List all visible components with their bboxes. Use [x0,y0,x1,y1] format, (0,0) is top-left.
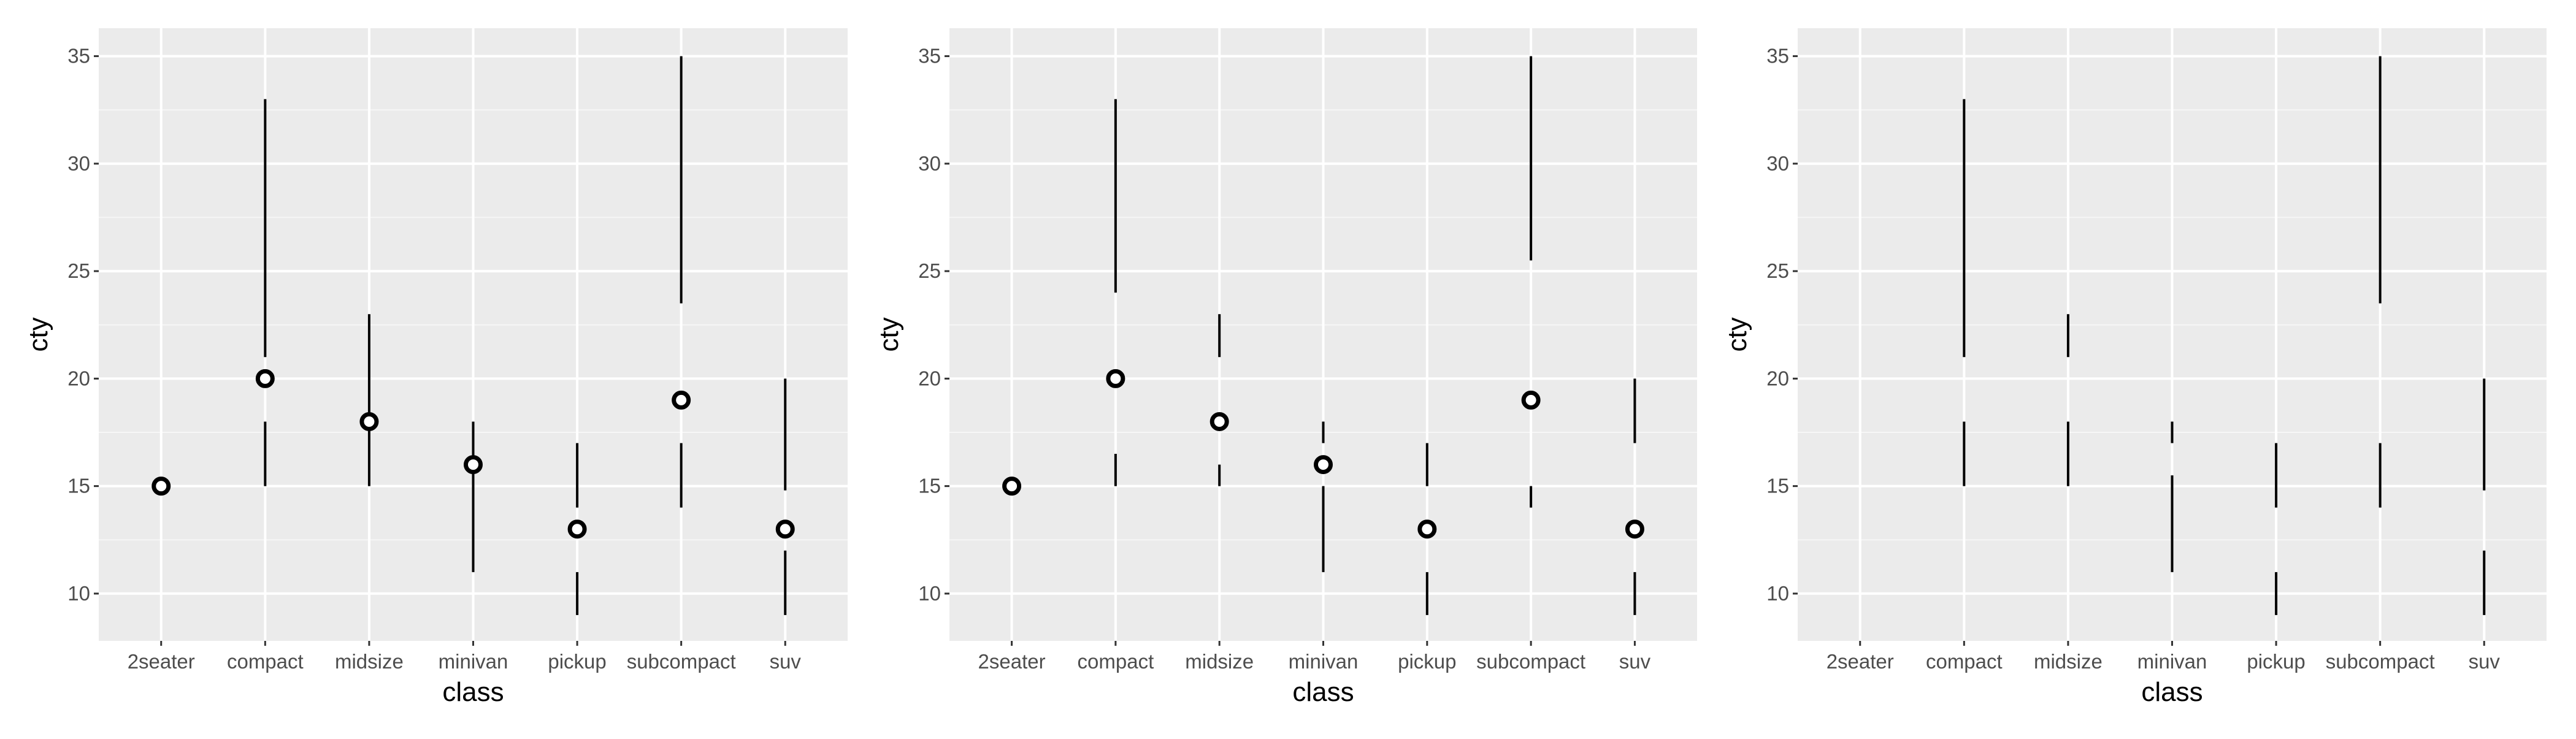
x-tick-label: 2seater [978,650,1046,673]
y-tick-label: 30 [1766,152,1789,175]
y-tick-label: 25 [1766,259,1789,282]
y-tick-label: 35 [67,45,90,67]
x-tick-label: minivan [1289,650,1359,673]
x-tick-label: compact [227,650,304,673]
median-point [567,519,587,539]
x-tick-label: compact [1926,650,2003,673]
median-point [1521,390,1541,410]
median-point [1417,519,1437,539]
median-point [1106,369,1125,388]
y-tick-label: 25 [67,259,90,282]
x-tick-label: midsize [335,650,404,673]
median-point [1209,412,1229,431]
x-tick-label: suv [770,650,802,673]
y-tick-label: 30 [67,152,90,175]
x-tick-label: compact [1078,650,1154,673]
x-tick-label: 2seater [128,650,195,673]
y-axis-title: cty [1722,317,1752,351]
y-tick-label: 20 [67,367,90,389]
x-axis-title: class [442,677,504,707]
y-tick-label: 15 [67,475,90,497]
x-tick-label: midsize [1185,650,1254,673]
y-axis-title: cty [874,317,904,351]
x-axis-title: class [1292,677,1354,707]
median-point [775,519,795,539]
x-tick-label: midsize [2034,650,2103,673]
median-point [672,390,691,410]
x-tick-label: pickup [1398,650,1456,673]
y-tick-label: 10 [67,582,90,605]
median-point [255,369,275,388]
median-point [464,455,483,475]
x-tick-label: pickup [2247,650,2305,673]
x-tick-label: 2seater [1827,650,1894,673]
median-point [1625,519,1644,539]
y-tick-label: 15 [918,475,941,497]
y-tick-label: 20 [918,367,941,389]
x-tick-label: minivan [2137,650,2207,673]
y-tick-label: 25 [918,259,941,282]
median-point [151,477,171,496]
y-tick-label: 20 [1766,367,1789,389]
x-tick-label: pickup [548,650,606,673]
y-tick-label: 15 [1766,475,1789,497]
x-tick-label: subcompact [1476,650,1585,673]
y-tick-label: 10 [1766,582,1789,605]
x-axis-title: class [2141,677,2202,707]
y-tick-label: 35 [918,45,941,67]
median-point [359,412,379,431]
x-tick-label: minivan [439,650,508,673]
median-point [1002,477,1022,496]
y-tick-label: 30 [918,152,941,175]
y-axis-title: cty [23,317,53,351]
x-tick-label: suv [1619,650,1651,673]
median-point [1314,455,1333,475]
y-tick-label: 10 [918,582,941,605]
x-tick-label: suv [2469,650,2501,673]
x-tick-label: subcompact [627,650,736,673]
x-tick-label: subcompact [2326,650,2435,673]
y-tick-label: 35 [1766,45,1789,67]
